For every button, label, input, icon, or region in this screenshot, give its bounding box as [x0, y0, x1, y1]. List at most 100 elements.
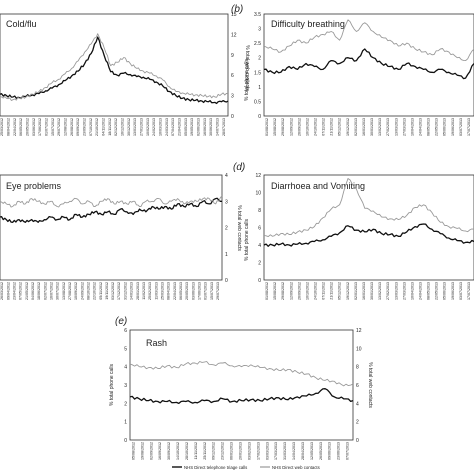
right-ytick-label: 8 — [356, 365, 359, 371]
x-tick-labels-cold-flu: 25/03/2012 08/04/2012 22/04/2012 06/05/2012… — [0, 118, 226, 136]
x-tick-label: 20/05/2012 — [26, 118, 30, 136]
x-tick-label: 23/04/2012 — [12, 282, 16, 300]
x-tick-label: 27/08/2012 — [68, 282, 72, 300]
x-tick-label: 30/01/2013 — [370, 282, 374, 300]
x-tick-label: 02/01/2013 — [354, 282, 358, 300]
right-yticks-eye-problems: 0 1 2 3 4 — [225, 173, 228, 284]
x-tick-label: 24/03/2013 — [165, 118, 169, 136]
x-tick-label: 30/01/2013 — [370, 118, 374, 136]
x-tick-label: 24/04/2013 — [419, 118, 423, 136]
right-axis-label-cold-flu: % total web contacts — [244, 45, 250, 91]
x-tick-label: 21/11/2012 — [330, 118, 334, 136]
right-ytick-label: 1 — [225, 252, 228, 258]
x-tick-label: 22/05/2013 — [435, 118, 439, 136]
x-tick-label: 11/11/2012 — [194, 442, 198, 459]
left-ytick-label: 0 — [258, 278, 261, 284]
x-tick-label: 23/06/2013 — [337, 442, 341, 460]
x-tick-label: 05/08/2012 — [132, 442, 136, 460]
x-tick-label: 26/08/2012 — [70, 118, 74, 136]
x-tick-label: 17/12/2012 — [117, 282, 121, 300]
x-tick-label: 05/11/2012 — [99, 282, 103, 300]
x-tick-label: 19/06/2013 — [451, 282, 455, 300]
right-ytick-label: 4 — [225, 173, 228, 179]
x-tick-label: 19/05/2013 — [190, 118, 194, 136]
x-tick-label: 21/04/2013 — [178, 118, 182, 136]
x-tick-label: 25/03/2013 — [160, 282, 164, 300]
x-tick-label: 10/03/2013 — [159, 118, 163, 136]
x-tick-label: 05/12/2012 — [338, 282, 342, 300]
x-tick-label: 19/08/2012 — [140, 442, 144, 460]
x-tick-label: 27/03/2013 — [402, 282, 406, 300]
x-tick-label: 30/12/2012 — [127, 118, 131, 136]
left-ytick-label: 1 — [258, 85, 261, 91]
x-tick-label: 01/08/2012 — [265, 118, 269, 136]
series-line-phone-b — [263, 48, 474, 80]
left-ytick-label: 12 — [255, 173, 261, 179]
x-tick-label: 06/01/2013 — [230, 442, 234, 460]
left-yticks-diarrhoea-vomiting: 0 2 4 6 8 10 12 — [255, 173, 261, 284]
x-tick-label: 31/12/2012 — [123, 282, 127, 300]
x-tick-label: 05/05/2013 — [184, 118, 188, 136]
x-tick-label: 28/04/2013 — [301, 442, 305, 460]
left-ytick-label: 0 — [124, 438, 127, 444]
x-tick-label: 08/10/2012 — [86, 282, 90, 300]
series-lines-difficulty-breathing — [263, 19, 474, 80]
series-line-phone-e — [129, 388, 354, 405]
right-ytick-label: 2 — [356, 420, 359, 426]
right-ytick-label: 10 — [356, 346, 362, 352]
x-tick-label: 08/05/2013 — [427, 118, 431, 136]
x-tick-label: 21/10/2012 — [95, 118, 99, 136]
x-tick-label: 18/06/2012 — [37, 282, 41, 300]
x-tick-label: 06/05/2012 — [19, 118, 23, 136]
x-tick-label: 17/06/2012 — [38, 118, 42, 136]
x-tick-label: 14/07/2013 — [216, 118, 220, 136]
panel-title-diarrhoea-vomiting: Diarrhoea and Vomiting — [271, 181, 365, 191]
panel-diarrhoea-vomiting: (d) Diarrhoea and Vomiting 0 2 4 6 8 10 12 % t… — [233, 162, 474, 300]
series-lines-rash — [129, 361, 354, 405]
x-tick-label: 17/07/2013 — [467, 282, 471, 300]
x-tick-label: 08/04/2012 — [7, 118, 11, 136]
x-tick-label: 27/02/2013 — [386, 118, 390, 136]
left-ytick-label: 3 — [124, 383, 127, 389]
x-tick-label: 24/02/2013 — [152, 118, 156, 136]
x-tick-label: 02/06/2013 — [197, 118, 201, 136]
x-tick-label: 29/08/2012 — [281, 118, 285, 136]
x-tick-label: 24/10/2012 — [314, 118, 318, 136]
series-line-web-a — [0, 33, 229, 101]
x-tick-label: 24/09/2012 — [80, 282, 84, 300]
x-tick-label: 25/03/2012 — [0, 118, 4, 136]
x-tick-labels-eye-problems: 26/03/2012 09/04/2012 23/04/2012 07/05/2012… — [0, 282, 220, 300]
x-tick-label: 02/01/2013 — [354, 118, 358, 136]
x-tick-label: 07/11/2012 — [322, 282, 326, 300]
right-ytick-label: 0 — [225, 278, 228, 284]
x-tick-labels-difficulty-breathing: 01/08/2012 15/08/2012 29/08/2012 12/09/2012… — [265, 118, 471, 136]
x-tick-label: 14/04/2013 — [292, 442, 296, 460]
x-tick-label: 20/01/2013 — [239, 442, 243, 460]
x-tick-label: 08/04/2013 — [167, 282, 171, 300]
plot-frame-rash — [129, 329, 354, 441]
x-tick-label: 28/10/2012 — [185, 442, 189, 460]
left-ytick-label: 0.5 — [254, 99, 261, 105]
x-tick-label: 03/07/2013 — [459, 282, 463, 300]
series-line-phone-a — [0, 36, 229, 105]
left-ytick-label: 6 — [124, 328, 127, 334]
x-tick-label: 03/06/2012 — [32, 118, 36, 136]
legend-label-web: NHS Direct web contacts — [272, 465, 320, 470]
x-tick-label: 01/08/2012 — [265, 282, 269, 300]
x-tick-label: 26/09/2012 — [297, 118, 301, 136]
panel-letter-diarrhoea-vomiting: (d) — [233, 162, 245, 173]
x-tick-label: 14/01/2013 — [130, 282, 134, 300]
right-ytick-label: 6 — [231, 73, 234, 79]
x-tick-label: 16/06/2013 — [203, 118, 207, 136]
x-tick-label: 08/05/2013 — [427, 282, 431, 300]
left-ytick-label: 2 — [258, 56, 261, 62]
x-tick-label: 22/05/2013 — [435, 282, 439, 300]
left-ytick-label: 6 — [258, 226, 261, 232]
x-tick-label: 13/02/2013 — [378, 118, 382, 136]
x-tick-label: 29/08/2012 — [281, 282, 285, 300]
panel-difficulty-breathing: (b) Difficulty breathing 0 0.5 1 1.5 2 2.5 3 3.… — [231, 4, 474, 136]
right-ytick-label: 2 — [225, 226, 228, 232]
x-tick-label: 13/03/2013 — [394, 118, 398, 136]
